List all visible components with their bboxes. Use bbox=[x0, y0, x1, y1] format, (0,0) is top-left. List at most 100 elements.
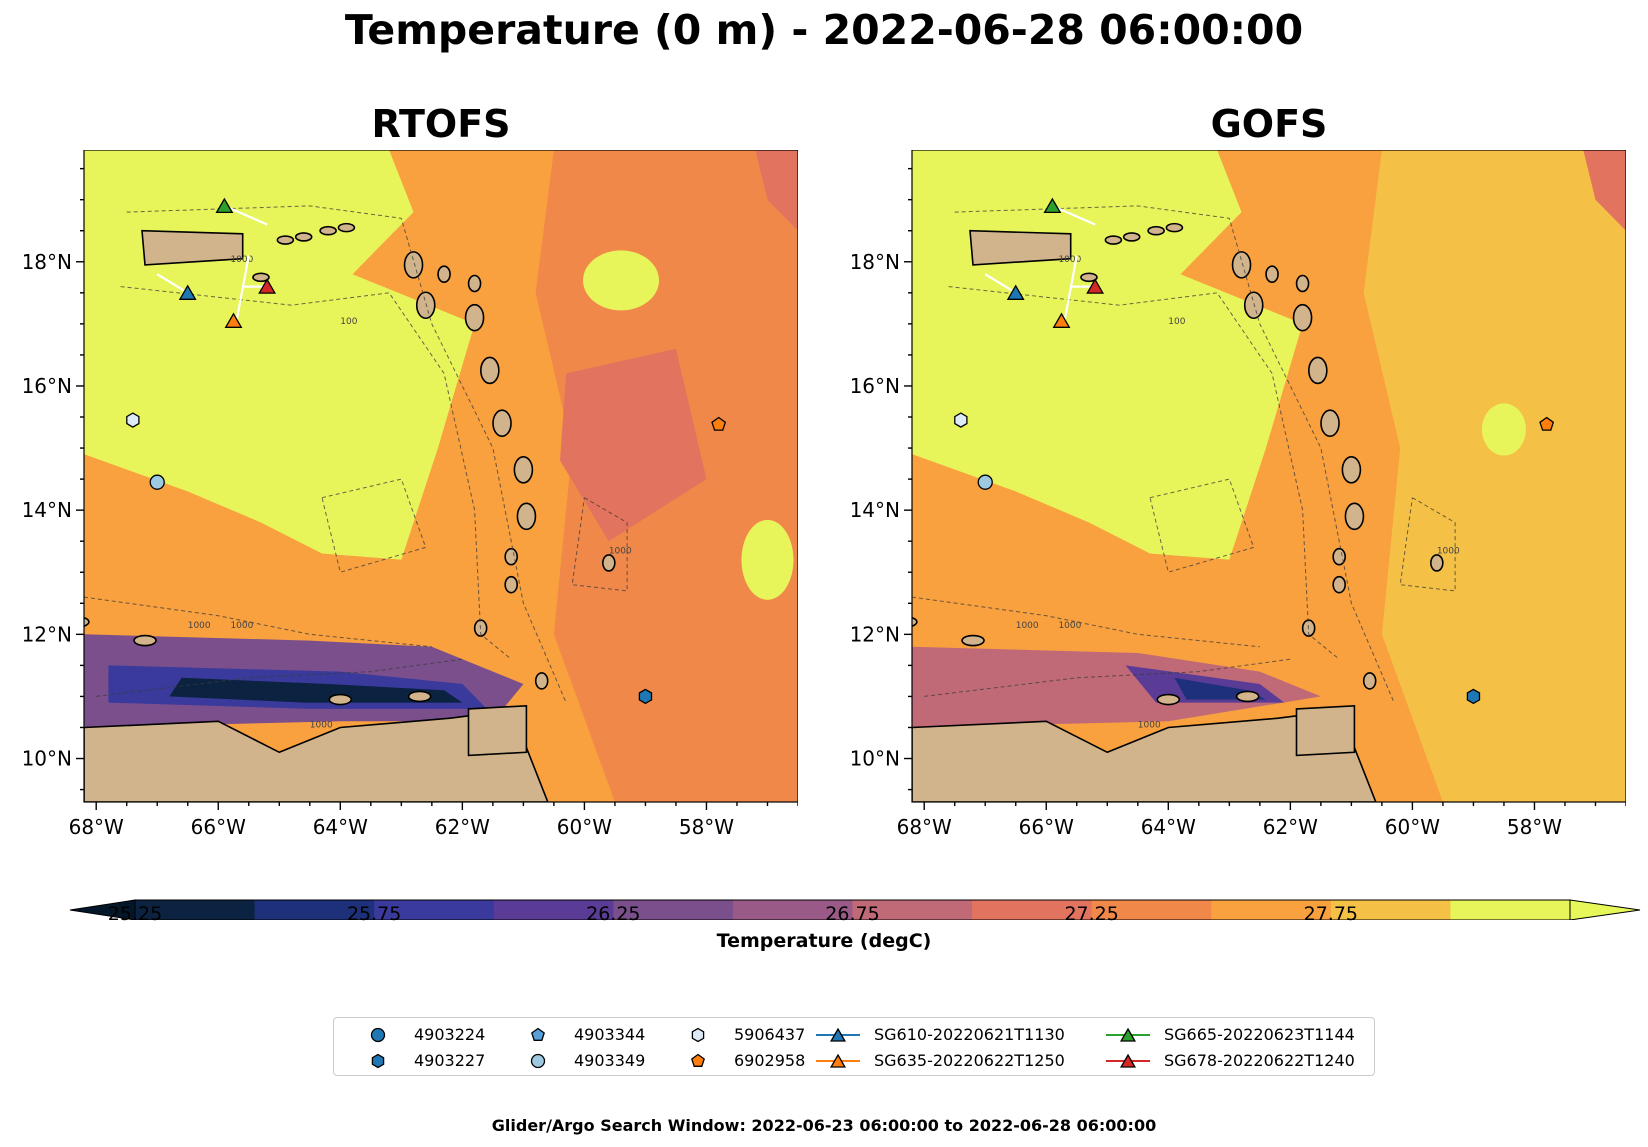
y-tick-label: 16°N bbox=[852, 374, 900, 398]
search-window-footer: Glider/Argo Search Window: 2022-06-23 06… bbox=[491, 1116, 1157, 1135]
argo-marker-6902958 bbox=[1539, 416, 1555, 431]
contour-label: 1000 bbox=[1058, 621, 1081, 631]
colorbar-segment bbox=[254, 900, 375, 920]
contour-label: 100 bbox=[340, 317, 357, 327]
x-tick-label: 66°W bbox=[191, 815, 246, 839]
y-tick-label: 10°N bbox=[24, 747, 72, 771]
x-tick-label: 68°W bbox=[897, 815, 952, 839]
x-tick-label: 66°W bbox=[1019, 815, 1074, 839]
y-tick-label: 18°N bbox=[24, 250, 72, 274]
legend-item: SG678-20220622T1240 bbox=[1104, 1050, 1374, 1072]
legend-marker bbox=[816, 1053, 860, 1068]
glider-marker-SG678-20220622T1240 bbox=[258, 278, 277, 294]
map-panel-rtofs: 1000 100 1000 1000 1000 1000 68°W 66°W 64°W 62°W 6… bbox=[24, 150, 798, 839]
colorbar-segment bbox=[1330, 900, 1451, 920]
glider-marker-SG665-20220623T1144 bbox=[215, 197, 234, 214]
x-tick-label: 60°W bbox=[1385, 815, 1440, 839]
colorbar-over-extension bbox=[1569, 899, 1641, 920]
contour-label: 1000 bbox=[230, 621, 253, 631]
legend-label: 4903349 bbox=[574, 1051, 646, 1070]
argo-marker-4903349 bbox=[977, 474, 993, 490]
contour-label: 1000 bbox=[1058, 255, 1081, 265]
colorbar-segment bbox=[1091, 900, 1212, 920]
legend-label: SG665-20220623T1144 bbox=[1164, 1025, 1355, 1044]
glider-marker-SG635-20220622T1250 bbox=[224, 312, 243, 328]
figure-title: Temperature (0 m) - 2022-06-28 06:00:00 bbox=[344, 6, 1304, 54]
colorbar-tick-label: 25.25 bbox=[107, 903, 163, 925]
colorbar-segment bbox=[374, 900, 495, 920]
map-svg: 1000 100 1000 1000 1000 1000 68°W 66°W 64°W 62°W 6… bbox=[24, 150, 798, 839]
temperature-field: 1000 100 1000 1000 1000 1000 bbox=[84, 150, 798, 802]
argo-marker-5906437 bbox=[126, 412, 140, 428]
y-tick-label: 16°N bbox=[24, 374, 72, 398]
glider-marker-SG635-20220622T1250 bbox=[1052, 312, 1071, 328]
legend-label: 4903227 bbox=[414, 1051, 486, 1070]
contour-label: 1000 bbox=[1437, 547, 1460, 557]
legend-item: SG635-20220622T1250 bbox=[814, 1050, 1084, 1072]
argo-marker-4903227 bbox=[1466, 688, 1481, 705]
legend-label: SG610-20220621T1130 bbox=[874, 1025, 1065, 1044]
colorbar-segment bbox=[852, 900, 973, 920]
colorbar-tick-label: 25.75 bbox=[346, 903, 402, 925]
legend-pentagon-icon bbox=[531, 1027, 545, 1041]
contour-label: 1000 bbox=[188, 621, 211, 631]
y-tick-label: 12°N bbox=[852, 622, 900, 646]
legend-hexagon-icon bbox=[691, 1027, 705, 1043]
contour-label: 1000 bbox=[310, 720, 333, 730]
y-tick-label: 12°N bbox=[24, 622, 72, 646]
legend-marker bbox=[1106, 1027, 1150, 1042]
contour-label: 1000 bbox=[230, 255, 253, 265]
legend-triangle-icon bbox=[1119, 1053, 1137, 1068]
legend-pentagon-icon bbox=[691, 1053, 705, 1067]
x-tick-label: 60°W bbox=[557, 815, 612, 839]
x-tick-label: 62°W bbox=[1263, 815, 1318, 839]
legend-circle-icon bbox=[530, 1053, 546, 1069]
glider-tracks bbox=[984, 204, 1096, 322]
glider-marker-SG610-20220621T1130 bbox=[1006, 284, 1025, 300]
contour-label: 1000 bbox=[1016, 621, 1039, 631]
legend-marker bbox=[691, 1027, 705, 1043]
legend-item: 5906437 bbox=[674, 1024, 944, 1046]
x-tick-label: 58°W bbox=[1507, 815, 1562, 839]
legend-label: SG678-20220622T1240 bbox=[1164, 1051, 1355, 1070]
legend-marker bbox=[371, 1053, 385, 1069]
legend-marker bbox=[1106, 1053, 1150, 1068]
legend-triangle-icon bbox=[829, 1053, 847, 1068]
map-svg: 1000 100 1000 1000 1000 1000 68°W 66°W 64°W 62°W 6… bbox=[852, 150, 1626, 839]
land bbox=[912, 222, 1444, 802]
colorbar-segment bbox=[1450, 900, 1571, 920]
colorbar-label: Temperature (degC) bbox=[716, 930, 932, 952]
colorbar-segment bbox=[135, 900, 256, 920]
argo-marker-4903349 bbox=[149, 474, 165, 490]
colorbar-segment bbox=[1211, 900, 1332, 920]
argo-marker-6902958 bbox=[711, 416, 727, 431]
y-tick-label: 14°N bbox=[852, 498, 900, 522]
colorbar bbox=[69, 899, 1641, 920]
x-tick-label: 68°W bbox=[69, 815, 124, 839]
temperature-field: 1000 100 1000 1000 1000 1000 bbox=[912, 150, 1626, 802]
bathymetry-contours bbox=[912, 205, 1456, 703]
legend-hexagon-icon bbox=[371, 1053, 385, 1069]
x-tick-label: 62°W bbox=[435, 815, 490, 839]
legend-marker bbox=[691, 1053, 705, 1067]
colorbar-tick-label: 26.75 bbox=[825, 903, 880, 925]
colorbar-tick-label: 27.75 bbox=[1303, 903, 1359, 925]
glider-marker-SG665-20220623T1144 bbox=[1043, 197, 1062, 214]
legend-label: 5906437 bbox=[734, 1025, 806, 1044]
legend-label: 4903344 bbox=[574, 1025, 646, 1044]
glider-marker-SG610-20220621T1130 bbox=[178, 284, 197, 300]
x-tick-label: 58°W bbox=[679, 815, 734, 839]
legend-marker bbox=[531, 1027, 545, 1041]
legend-label: 6902958 bbox=[734, 1051, 806, 1070]
contour-label: 100 bbox=[1168, 317, 1185, 327]
map-panel-gofs: 1000 100 1000 1000 1000 1000 68°W 66°W 64°W 62°W 6… bbox=[852, 150, 1626, 839]
legend-marker bbox=[816, 1027, 860, 1042]
y-tick-label: 18°N bbox=[852, 250, 900, 274]
contour-label: 1000 bbox=[609, 547, 632, 557]
legend-marker bbox=[370, 1027, 386, 1043]
legend-label: 4903224 bbox=[414, 1025, 486, 1044]
legend-item: 4903344 bbox=[514, 1024, 784, 1046]
x-tick-label: 64°W bbox=[1141, 815, 1196, 839]
colorbar-tick-label: 27.25 bbox=[1064, 903, 1119, 925]
bathymetry-contours bbox=[84, 205, 628, 703]
